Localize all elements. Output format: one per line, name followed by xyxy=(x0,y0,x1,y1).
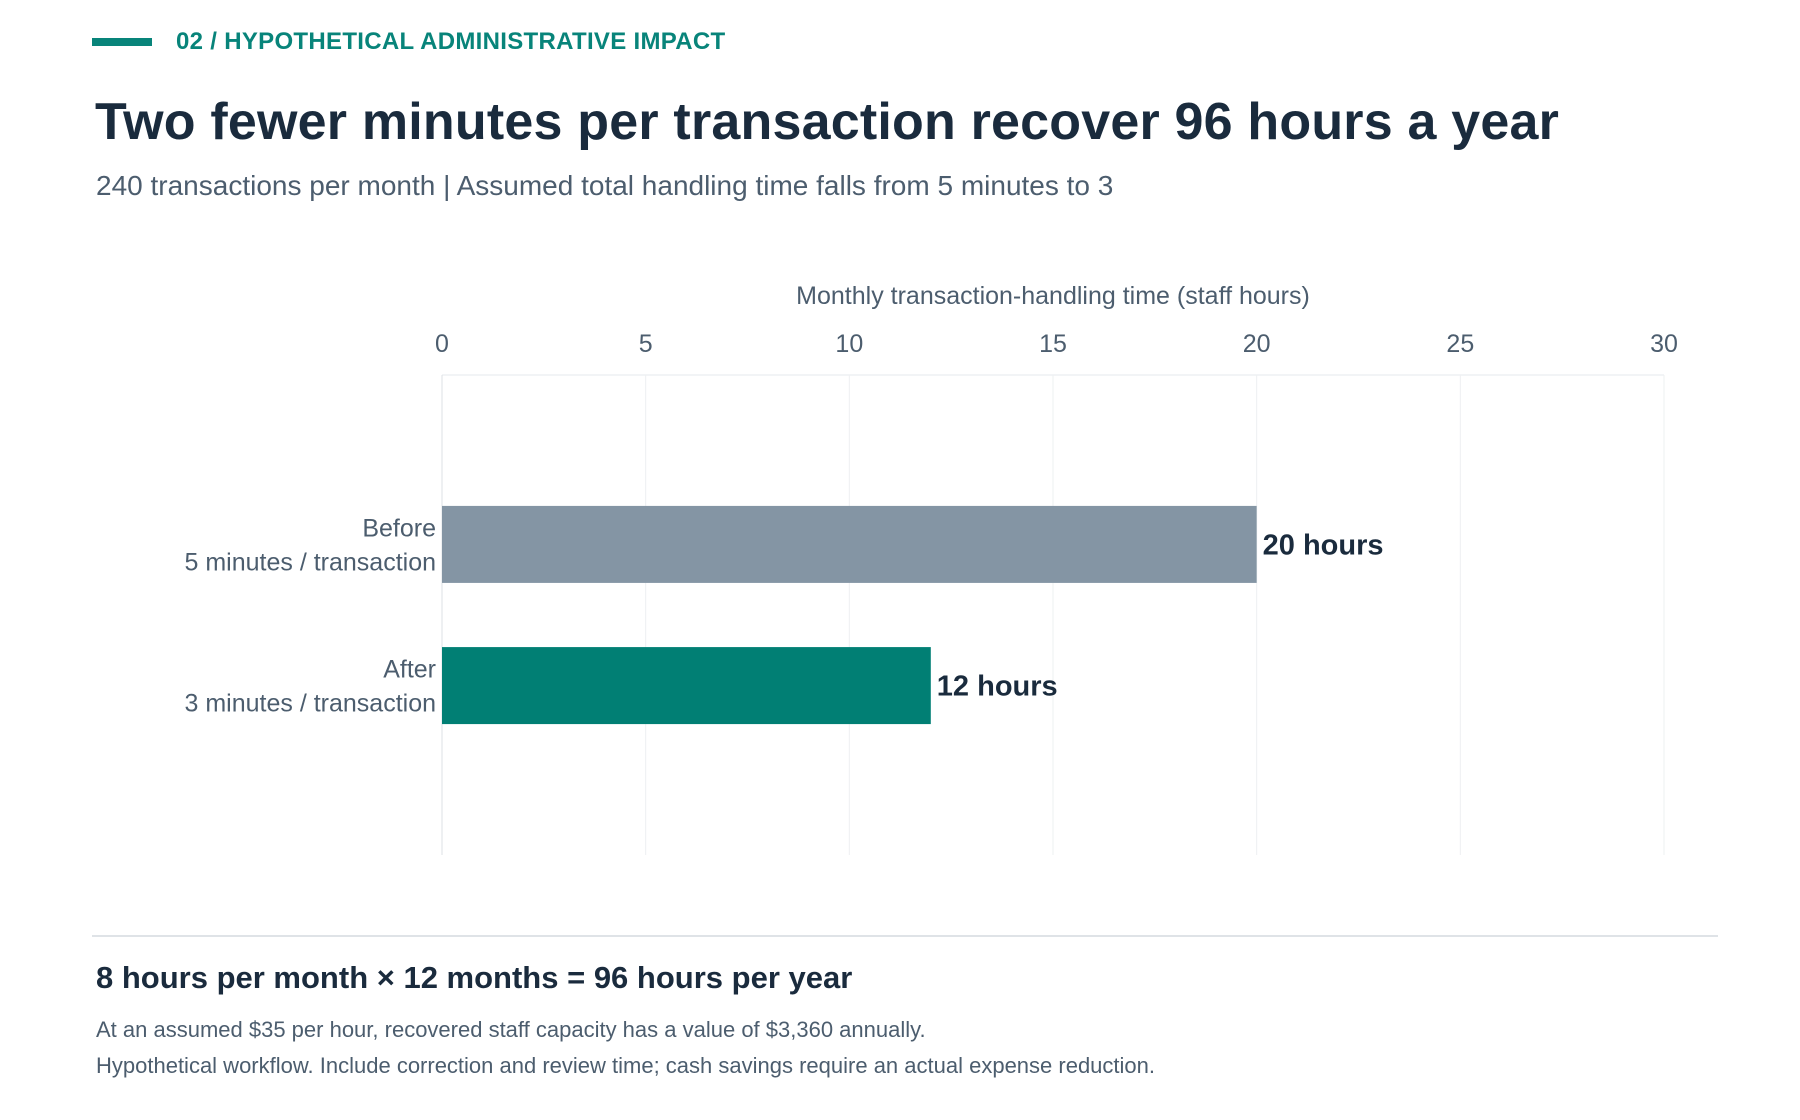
summary-note-value: At an assumed $35 per hour, recovered st… xyxy=(96,1017,926,1042)
section-eyebrow: 02 / HYPOTHETICAL ADMINISTRATIVE IMPACT xyxy=(92,28,726,56)
value-label: 12 hours xyxy=(937,671,1058,703)
page-title: Two fewer minutes per transaction recove… xyxy=(95,93,1560,151)
x-tick-label: 10 xyxy=(835,330,863,358)
x-tick-labels: 0 5 10 15 20 25 30 xyxy=(435,330,1678,358)
value-labels: 20 hours 12 hours xyxy=(937,529,1384,702)
gridlines xyxy=(441,374,1665,855)
x-tick-label: 25 xyxy=(1446,330,1474,358)
category-label: Before xyxy=(362,514,436,542)
eyebrow-label: 02 / HYPOTHETICAL ADMINISTRATIVE IMPACT xyxy=(176,28,726,55)
summary-headline: 8 hours per month × 12 months = 96 hours… xyxy=(96,960,853,995)
category-labels: Before 5 minutes / transaction After 3 minu… xyxy=(184,514,436,717)
x-tick-label: 20 xyxy=(1243,330,1271,358)
x-tick-label: 0 xyxy=(435,330,449,358)
x-axis-title: Monthly transaction-handling time (staff… xyxy=(796,282,1310,310)
bars xyxy=(442,505,1257,725)
x-tick-label: 15 xyxy=(1039,330,1067,358)
summary-note-disclaimer: Hypothetical workflow. Include correctio… xyxy=(96,1053,1155,1078)
eyebrow-accent-bar xyxy=(92,38,152,46)
value-label: 20 hours xyxy=(1263,529,1384,561)
bar-after xyxy=(442,647,931,725)
section-divider xyxy=(92,935,1718,937)
bar-before xyxy=(442,505,1257,583)
x-tick-label: 5 xyxy=(639,330,653,358)
category-sublabel: 3 minutes / transaction xyxy=(184,690,436,718)
page-subtitle: 240 transactions per month | Assumed tot… xyxy=(96,170,1114,201)
category-sublabel: 5 minutes / transaction xyxy=(184,548,436,576)
category-label: After xyxy=(383,656,436,684)
x-tick-label: 30 xyxy=(1650,330,1678,358)
bar-chart: Monthly transaction-handling time (staff… xyxy=(184,282,1678,855)
